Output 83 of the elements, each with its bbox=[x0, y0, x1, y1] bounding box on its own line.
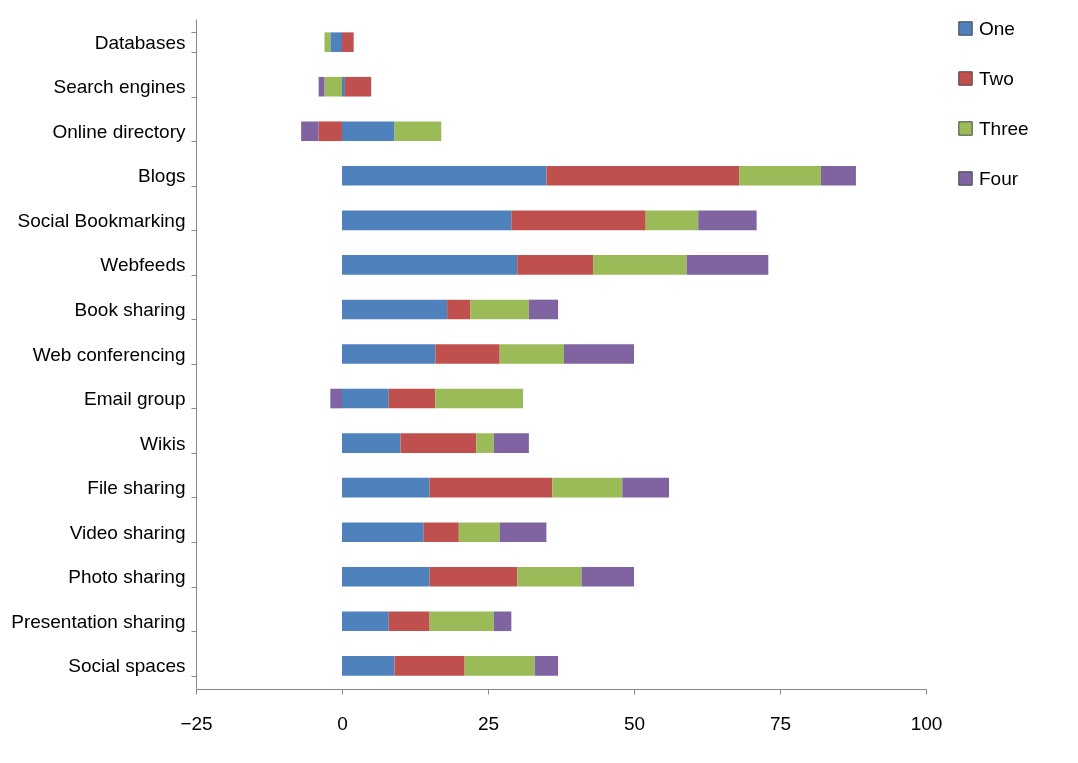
bar bbox=[342, 344, 436, 364]
legend-label: One bbox=[979, 17, 1015, 39]
bar bbox=[342, 166, 547, 186]
y-tick-label: Presentation sharing bbox=[11, 610, 186, 632]
y-tick-label: Databases bbox=[94, 31, 186, 53]
bar bbox=[394, 121, 442, 142]
bar bbox=[435, 388, 524, 409]
y-tick-label: Wikis bbox=[140, 432, 186, 454]
bar bbox=[511, 210, 646, 231]
bar bbox=[534, 656, 559, 676]
bar bbox=[388, 388, 436, 409]
y-tick-label: Video sharing bbox=[69, 521, 186, 543]
bar bbox=[546, 166, 740, 186]
bar bbox=[342, 121, 395, 142]
bar bbox=[593, 255, 687, 275]
bar bbox=[342, 656, 395, 676]
bar bbox=[645, 210, 699, 231]
bar bbox=[429, 611, 494, 632]
bar bbox=[342, 32, 354, 52]
bar bbox=[581, 566, 634, 587]
bar bbox=[429, 477, 553, 498]
bar bbox=[528, 299, 559, 320]
y-tick-label: Email group bbox=[84, 388, 186, 410]
x-tick-label: 50 bbox=[623, 712, 646, 734]
bar bbox=[342, 299, 448, 320]
y-tick-label: Social Bookmarking bbox=[17, 209, 186, 231]
bar bbox=[686, 255, 769, 275]
bar bbox=[458, 522, 500, 542]
y-tick-label: Social spaces bbox=[68, 655, 186, 677]
bar bbox=[429, 566, 518, 587]
legend-label: Three bbox=[979, 117, 1029, 139]
bar bbox=[493, 433, 529, 453]
bar bbox=[342, 477, 430, 498]
bar bbox=[820, 166, 856, 186]
bar bbox=[342, 566, 430, 587]
bar bbox=[698, 210, 757, 231]
y-tick-label: Blogs bbox=[137, 165, 186, 187]
bar bbox=[342, 76, 345, 97]
bar bbox=[301, 121, 319, 142]
y-tick-label: Web conferencing bbox=[32, 343, 186, 365]
bar bbox=[344, 76, 372, 97]
x-tick-label: 100 bbox=[910, 712, 943, 734]
bar bbox=[388, 611, 430, 632]
bar bbox=[470, 299, 529, 320]
x-tick-label: 75 bbox=[769, 712, 792, 734]
bar bbox=[517, 255, 594, 275]
x-tick-label: 25 bbox=[477, 712, 500, 734]
legend-label: Four bbox=[979, 167, 1019, 189]
bar bbox=[342, 210, 512, 231]
bar bbox=[423, 522, 459, 542]
bar bbox=[499, 522, 547, 542]
bar bbox=[739, 166, 821, 186]
bar bbox=[342, 611, 389, 632]
bar bbox=[552, 477, 623, 498]
bar bbox=[330, 32, 342, 52]
bar bbox=[342, 255, 518, 275]
x-tick-label: −25 bbox=[180, 712, 213, 734]
bar bbox=[324, 32, 331, 52]
legend-label: Two bbox=[979, 67, 1014, 89]
bar bbox=[394, 656, 465, 676]
bar bbox=[435, 344, 500, 364]
bar bbox=[464, 656, 535, 676]
bar bbox=[563, 344, 634, 364]
y-tick-label: Book sharing bbox=[74, 298, 186, 320]
y-tick-label: Photo sharing bbox=[68, 566, 186, 588]
bar bbox=[324, 76, 342, 97]
bar bbox=[499, 344, 564, 364]
bar bbox=[342, 433, 401, 453]
bar bbox=[342, 522, 424, 542]
bar bbox=[400, 433, 477, 453]
bar bbox=[447, 299, 471, 320]
bar bbox=[476, 433, 494, 453]
bar bbox=[517, 566, 582, 587]
y-tick-label: File sharing bbox=[87, 477, 186, 499]
bar bbox=[318, 121, 342, 142]
bar bbox=[622, 477, 670, 498]
y-tick-label: Search engines bbox=[53, 76, 186, 98]
y-tick-label: Webfeeds bbox=[100, 254, 186, 276]
y-tick-label: Online directory bbox=[52, 120, 186, 142]
x-tick-label: 0 bbox=[337, 712, 348, 734]
bar bbox=[330, 388, 342, 409]
bar bbox=[493, 611, 512, 632]
bar bbox=[342, 388, 389, 409]
